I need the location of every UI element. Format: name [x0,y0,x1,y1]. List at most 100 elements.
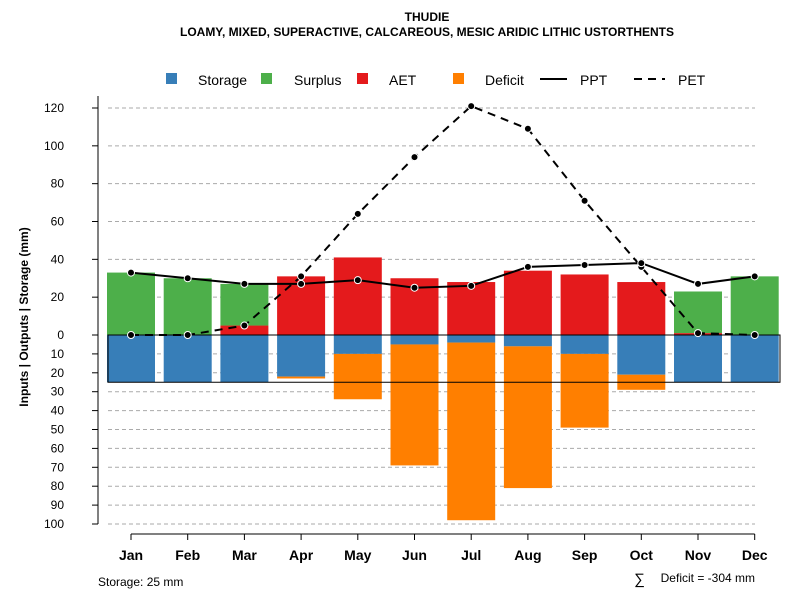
bar-storage-jul [447,335,496,343]
bar-surplus-feb [163,278,212,335]
x-tick-label-sep: Sep [572,547,598,563]
point-ppt-jul [467,281,476,290]
point-pet-may [353,209,362,218]
line-ppt [130,262,755,289]
y-tick-label-lower-3: 40 [51,404,65,418]
bar-aet-sep [560,274,609,335]
legend-label-aet: AET [389,72,417,88]
bar-deficit-apr [277,376,326,379]
y-tick-label-lower-9: 100 [44,517,64,531]
bar-aet-aug [503,270,552,335]
bar-surplus-jan [107,272,155,335]
bar-storage-oct [617,335,666,375]
point-pet-dec [750,331,759,339]
point-pet-jan [127,331,135,339]
bar-deficit-jul [447,342,496,521]
bar-surplus-nov [674,291,722,334]
point-ppt-oct [637,259,646,268]
legend-label-ppt: PPT [580,72,608,88]
point-ppt-apr [297,279,306,288]
series-lines [127,102,759,339]
point-ppt-dec [750,272,759,281]
x-tick-label-nov: Nov [685,547,712,563]
y-tick-label-lower-4: 50 [51,423,65,437]
bar-deficit-aug [503,346,552,489]
bar-surplus-dec [730,276,779,335]
x-tick-label-feb: Feb [175,547,200,563]
x-tick-label-apr: Apr [289,547,314,563]
bar-storage-aug [503,335,552,347]
legend-label-storage: Storage [198,72,247,88]
storage-frame [107,334,781,383]
point-ppt-nov [694,279,702,288]
legend-swatch-deficit [453,73,464,84]
x-tick-label-dec: Dec [742,547,768,563]
bar-deficit-may [333,353,382,400]
bar-storage-dec [730,335,779,383]
point-ppt-aug [523,262,532,271]
y-tick-label-lower-0: 10 [51,347,65,361]
point-ppt-may [353,276,362,285]
x-tick-label-oct: Oct [630,547,654,563]
bar-storage-jun [390,335,439,345]
point-pet-nov [694,329,702,338]
y-tick-label-upper-6: 120 [44,101,64,115]
point-ppt-feb [183,274,192,283]
bar-storage-mar [220,335,269,383]
y-tick-label-lower-1: 20 [51,366,65,380]
storage-note: Storage: 25 mm [98,575,183,589]
point-ppt-sep [580,261,589,270]
y-tick-label-upper-5: 100 [44,139,64,153]
bar-surplus-mar [220,283,269,326]
y-axis-label: Inputs | Outputs | Storage (mm) [17,227,31,406]
bar-storage-feb [163,335,212,383]
point-pet-sep [580,196,589,205]
bar-storage-nov [674,335,722,383]
line-pet [131,104,755,336]
legend: Storage Surplus AET Deficit PPT PET [166,72,706,88]
y-tick-label-upper-0: 0 [57,328,64,342]
point-pet-jun [410,153,419,162]
x-tick-label-may: May [344,547,371,563]
point-pet-aug [523,124,532,133]
storage-capacity-box [107,334,781,383]
legend-label-pet: PET [678,72,706,88]
bars [107,257,779,521]
y-tick-label-lower-2: 30 [51,385,65,399]
bar-aet-may [333,257,382,335]
legend-swatch-aet [357,73,368,84]
x-tick-label-aug: Aug [514,547,541,563]
x-tick-label-jul: Jul [461,547,481,563]
y-tick-label-lower-6: 70 [51,460,65,474]
bar-deficit-jun [390,344,439,466]
y-tick-label-upper-4: 80 [51,177,65,191]
bar-aet-mar [220,325,269,335]
point-pet-jul [467,102,476,111]
y-tick-label-upper-2: 40 [51,252,65,266]
bar-aet-jul [447,282,496,335]
bar-aet-oct [617,282,666,335]
bar-deficit-sep [560,353,609,428]
point-pet-feb [183,331,192,339]
x-tick-label-jun: Jun [402,547,427,563]
point-pet-mar [240,321,249,330]
legend-swatch-surplus [261,73,272,84]
y-tick-label-upper-3: 60 [51,215,65,229]
x-tick-label-mar: Mar [232,547,257,563]
deficit-sum-note: Deficit = -304 mm [661,571,755,585]
legend-label-surplus: Surplus [294,72,341,88]
point-ppt-mar [240,279,249,288]
y-tick-label-lower-7: 80 [51,479,65,493]
x-tick-label-jan: Jan [119,547,143,563]
chart-subtitle: LOAMY, MIXED, SUPERACTIVE, CALCAREOUS, M… [180,25,674,39]
point-pet-apr [297,272,306,281]
sum-symbol: ∑ [634,571,645,588]
point-ppt-jan [127,268,135,277]
legend-label-deficit: Deficit [485,72,524,88]
y-tick-label-lower-8: 90 [51,498,65,512]
chart-title: THUDIE [405,10,450,24]
bar-storage-sep [560,335,609,354]
legend-swatch-storage [166,73,177,84]
bar-storage-jan [107,335,155,383]
